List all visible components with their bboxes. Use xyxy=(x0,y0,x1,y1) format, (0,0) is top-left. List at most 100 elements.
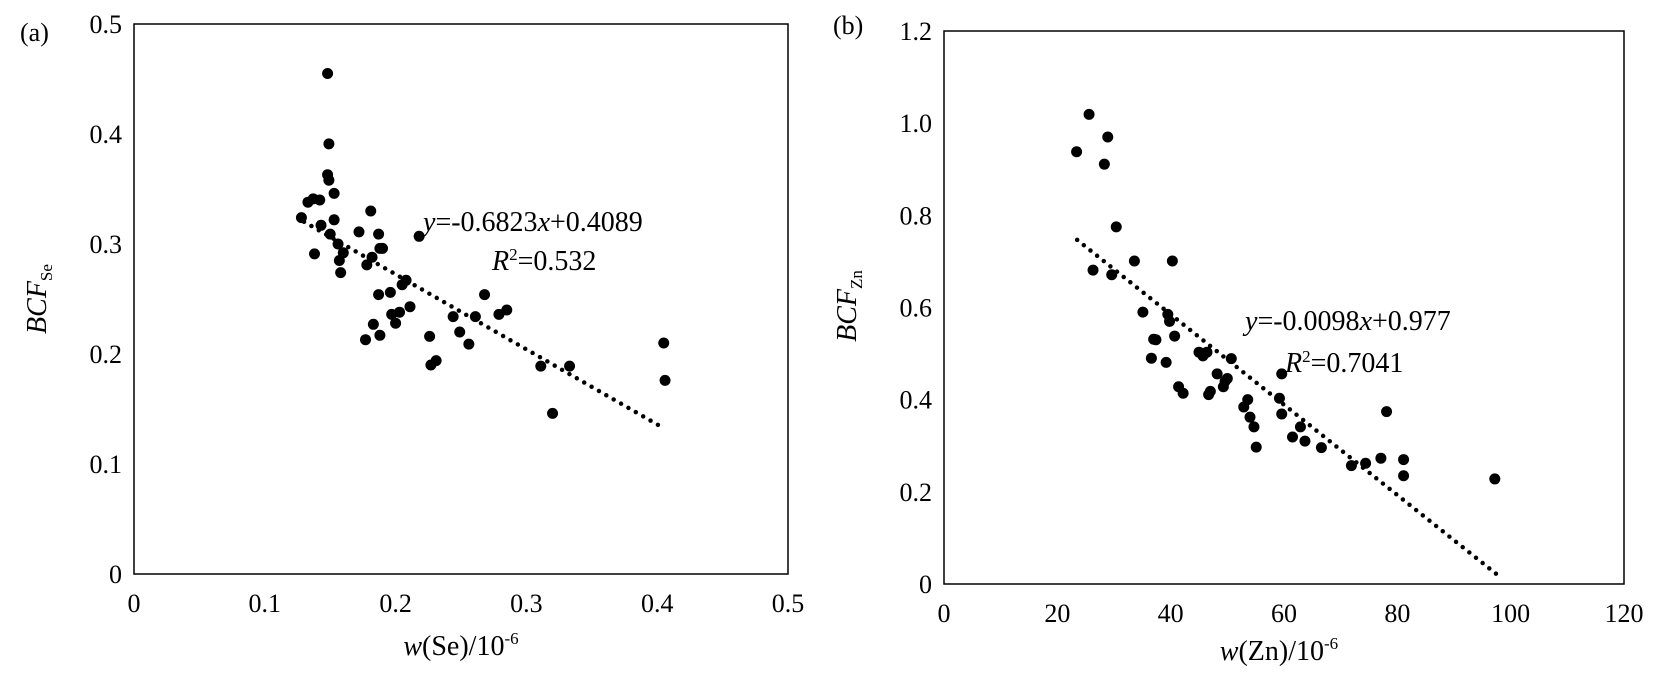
panel-b-data-point xyxy=(1201,346,1213,358)
panel-b-data-point xyxy=(1287,431,1298,443)
panel-a-equation: y=-0.6823x+0.4089 xyxy=(420,207,643,238)
panel-a-data-point xyxy=(413,230,425,242)
panel-b-data-point xyxy=(1242,394,1254,406)
panel-a-data-point xyxy=(501,304,513,316)
panel-b-equation-x: x xyxy=(1359,306,1373,337)
panel-b-y-axis-label: BCFZn xyxy=(832,270,866,342)
panel-a-data-point xyxy=(360,334,372,346)
panel-b-y-tick-labels: 0 0.2 0.4 0.6 0.8 1.0 1.2 xyxy=(900,17,933,599)
panel-b-x-tick-label: 40 xyxy=(1158,599,1184,628)
panel-b-data-point xyxy=(1098,158,1110,170)
panel-b-x-tick-labels: 0 20 40 60 80 100 120 xyxy=(938,599,1644,628)
panel-a-data-point xyxy=(315,219,327,231)
panel-b-data-point xyxy=(1244,411,1256,423)
panel-a-y-tick-label: 0.5 xyxy=(90,10,123,39)
panel-a-x-tick-labels: 0 0.1 0.2 0.3 0.4 0.5 xyxy=(128,589,805,618)
panel-a-data-point xyxy=(335,267,347,279)
panel-a-data-point xyxy=(564,360,576,372)
panel-b-data-point xyxy=(1150,334,1162,346)
panel-b-x-tick-label: 0 xyxy=(938,599,951,628)
panel-b-x-tick-label: 60 xyxy=(1271,599,1297,628)
panel-a-plot-frame xyxy=(133,23,789,575)
panel-b-data-point xyxy=(1128,255,1140,267)
panel-a-y-tick-labels: 0 0.1 0.2 0.3 0.4 0.5 xyxy=(90,10,123,589)
panel-b-r2-r: R xyxy=(1284,348,1302,379)
panel-b-r2: R2=0.7041 xyxy=(1284,347,1403,379)
panel-b-data-point xyxy=(1294,421,1306,433)
panel-b-points xyxy=(1071,108,1501,485)
panel-a-x-tick-label: 0.3 xyxy=(510,589,543,618)
panel-a-chart: (a) 00.10.20.30.40.5 0 0.1 0.2 0.3 0.4 0.5 y=… xyxy=(20,10,804,662)
panel-b-data-point xyxy=(1169,330,1181,342)
panel-a-data-point xyxy=(424,330,436,342)
panel-b-data-point xyxy=(1248,421,1260,433)
panel-b-data-point xyxy=(1276,408,1288,420)
panel-b-data-point xyxy=(1360,457,1372,469)
panel-a-data-point xyxy=(323,138,335,150)
panel-a-y-tick-label: 0.4 xyxy=(90,120,123,149)
panel-b-x-tick-label: 80 xyxy=(1384,599,1410,628)
panel-b-data-point xyxy=(1299,435,1311,447)
panel-a-data-point xyxy=(322,68,334,79)
panel-a-data-point xyxy=(400,274,412,286)
panel-b-r2-sup: 2 xyxy=(1302,347,1311,366)
panel-a-data-point xyxy=(535,360,547,372)
panel-a-points xyxy=(295,68,671,419)
panel-b-y-tick-label: 1.0 xyxy=(900,109,933,138)
panel-a-data-point xyxy=(373,289,385,301)
panel-a-y-tick-label: 0 xyxy=(109,560,122,589)
panel-a-equation-x: x xyxy=(537,207,551,238)
panel-b-y-tick-label: 0.4 xyxy=(900,386,933,415)
panel-a-data-point xyxy=(366,251,378,263)
panel-b-plot-frame xyxy=(943,30,1625,585)
panel-a-r2-r: R xyxy=(491,246,509,277)
panel-a-data-point xyxy=(658,337,670,349)
panel-a-r2-value: =0.532 xyxy=(518,246,597,277)
panel-b-data-point xyxy=(1221,372,1233,384)
panel-b-data-point xyxy=(1164,315,1176,327)
panel-b-x-tick-label: 120 xyxy=(1605,599,1644,628)
panel-b-data-point xyxy=(1106,269,1118,281)
panel-b-data-point xyxy=(1489,473,1501,485)
panel-a-data-point xyxy=(404,301,416,313)
panel-b-y-tick-label: 0.8 xyxy=(900,201,933,230)
panel-b-data-point xyxy=(1225,353,1237,365)
panel-a-r2-sup: 2 xyxy=(509,245,518,264)
panel-b-data-point xyxy=(1375,452,1387,464)
panel-b-trendline xyxy=(1074,237,1499,577)
panel-a-equation-intercept: +0.4089 xyxy=(550,207,643,238)
panel-a-data-point xyxy=(394,306,406,318)
panel-b-x-tick-label: 20 xyxy=(1044,599,1070,628)
panel-a-trendline-path xyxy=(301,219,666,431)
panel-a-x-tick-label: 0 xyxy=(128,589,141,618)
panel-a-data-point xyxy=(361,259,373,271)
panel-a-y-tick-label: 0.3 xyxy=(90,230,123,259)
panel-b-trendline-path xyxy=(1074,237,1499,577)
panel-b-equation-intercept: +0.977 xyxy=(1372,306,1451,337)
panel-b-data-point xyxy=(1083,108,1095,120)
panel-a-x-tick-label: 0.1 xyxy=(249,589,282,618)
panel-b-label: (b) xyxy=(833,11,863,40)
panel-a-data-point xyxy=(324,228,336,240)
panel-b-data-point xyxy=(1315,442,1327,454)
panel-b-data-point xyxy=(1145,352,1157,364)
panel-b-data-point xyxy=(1204,385,1216,397)
panel-b-data-point xyxy=(1110,221,1122,233)
panel-a-data-point xyxy=(332,238,344,250)
panel-a-data-point xyxy=(384,286,396,298)
panel-b-r2-value: =0.7041 xyxy=(1311,348,1404,379)
panel-a-data-point xyxy=(353,226,365,238)
panel-a-x-tick-label: 0.4 xyxy=(641,589,674,618)
panel-a-y-axis-label: BCFSe xyxy=(22,264,56,334)
panel-b-x-axis-label: w(Zn)/10-6 xyxy=(1220,634,1338,667)
panel-b-y-tick-label: 0.6 xyxy=(900,294,933,323)
panel-a-r2: R2=0.532 xyxy=(491,245,596,277)
panel-a-data-point xyxy=(314,194,326,206)
panel-a-label: (a) xyxy=(20,18,49,47)
panel-a-data-point xyxy=(374,329,386,341)
panel-a-x-axis-label: w(Se)/10-6 xyxy=(403,629,518,662)
panel-a-data-point xyxy=(365,205,377,217)
panel-b-data-point xyxy=(1071,146,1083,158)
panel-b-data-point xyxy=(1345,460,1357,472)
panel-a-data-point xyxy=(309,248,321,260)
